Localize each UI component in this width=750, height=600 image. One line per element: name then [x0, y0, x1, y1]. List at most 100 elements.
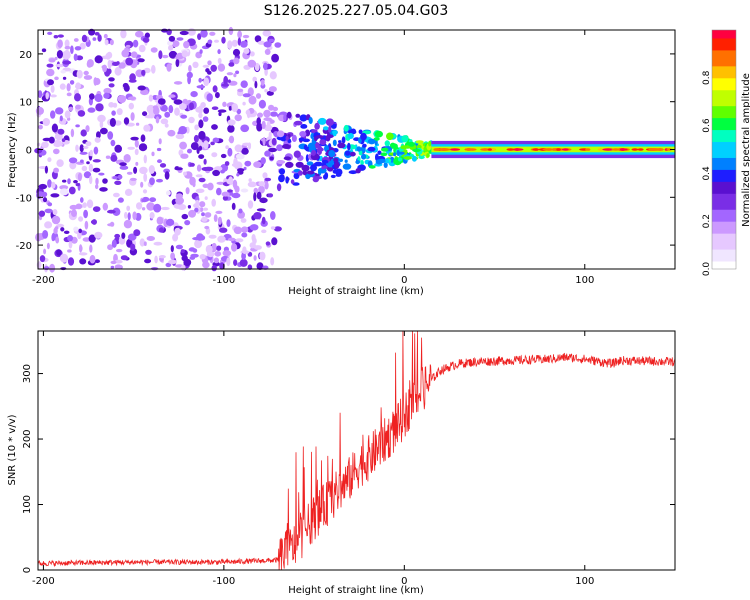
snr-ytick-label: 300: [22, 364, 33, 383]
spectrogram-cell: [261, 216, 266, 225]
spectrogram-cell: [264, 177, 272, 182]
spectrogram-cell: [67, 249, 72, 253]
spectrogram-cell: [203, 77, 210, 86]
spectrogram-cell: [306, 170, 315, 175]
spectrogram-cell: [60, 69, 66, 74]
spectrogram-cell: [321, 159, 329, 164]
spectrogram-cell: [93, 77, 101, 86]
spectrogram-cell: [93, 146, 99, 155]
spectrogram-cell: [100, 127, 108, 135]
spectrogram-cell: [400, 145, 408, 150]
colorbar-cell: [712, 217, 736, 222]
spectrogram-cell: [159, 163, 167, 168]
spectrogram-cell: [95, 103, 104, 112]
spectrogram-cell: [272, 106, 279, 112]
spectrogram-cell: [75, 104, 81, 110]
spectrogram-cell: [117, 197, 124, 203]
spectrogram-cell: [222, 250, 232, 257]
spectrogram-cell: [77, 110, 86, 117]
spectrogram-peak: [438, 148, 451, 151]
spectrogram-cell: [180, 249, 185, 254]
spectrogram-cell: [127, 146, 135, 150]
spectrogram-cell: [317, 145, 322, 152]
spectrogram-cell: [202, 207, 209, 211]
spectrogram-cell: [398, 151, 405, 155]
colorbar-cell: [712, 121, 736, 127]
spectrogram-cell: [187, 205, 191, 209]
spectrogram-cell: [268, 131, 272, 139]
spectrogram-cell: [102, 202, 109, 211]
spectrogram-cell: [221, 83, 230, 87]
spectrogram-cell: [189, 162, 195, 167]
spectrogram-cell: [107, 59, 112, 69]
spectrogram-cell: [247, 181, 257, 188]
spectrogram-cell: [212, 85, 218, 93]
spectrogram-cell: [155, 116, 160, 124]
spectrogram-cell: [226, 178, 233, 185]
spectrogram-cell: [231, 103, 239, 113]
spectrogram-cell: [116, 248, 123, 253]
spectrogram-cell: [266, 120, 271, 130]
spectrogram-cell: [196, 164, 202, 172]
spectrogram-cell: [338, 140, 342, 144]
spectrogram-cell: [125, 44, 131, 48]
snr-xlabel: Height of straight line (km): [288, 585, 424, 596]
spectrogram-cell: [53, 148, 60, 155]
spectrogram-cell: [130, 112, 135, 121]
spectrogram-cell: [426, 153, 430, 158]
spectrogram-cell: [235, 70, 240, 75]
spectrogram-cell: [81, 34, 88, 43]
spectrogram-cell: [173, 99, 183, 105]
spectrogram-cell: [267, 193, 274, 198]
spectrogram-cell: [344, 159, 348, 163]
spectrogram-cell: [217, 235, 226, 243]
spectrogram-cell: [35, 106, 45, 115]
spectrogram-cell: [292, 182, 300, 186]
colorbar-cell: [712, 137, 736, 143]
spectrogram-cell: [211, 264, 217, 272]
spectrogram-cell: [220, 153, 227, 159]
spectrogram-cell: [215, 210, 223, 214]
spectrogram-cell: [56, 159, 64, 168]
spectrogram-cell: [125, 57, 134, 66]
spectrogram-cell: [41, 141, 49, 148]
spectrogram-cell: [291, 134, 297, 142]
spectrogram-cell: [378, 158, 386, 164]
spectrogram-cell: [157, 159, 162, 164]
spectrogram-cell: [273, 226, 282, 232]
spectrogram-cell: [83, 209, 88, 219]
spectrogram-cell: [102, 64, 107, 73]
spectrogram-cell: [235, 153, 245, 160]
spectrogram-cell: [211, 198, 216, 207]
spectrogram-cell: [130, 136, 139, 141]
colorbar-cell: [712, 225, 736, 230]
spectrogram-cell: [42, 197, 48, 203]
spectrogram-cell: [53, 167, 59, 174]
spectrogram-cell: [167, 40, 174, 46]
spectrogram-cell: [256, 191, 262, 200]
spectrogram-cell: [110, 154, 118, 162]
spectrogram-cell: [45, 92, 49, 100]
spectrogram-cell: [216, 245, 222, 251]
spectrogram-cell: [164, 111, 171, 118]
spectrogram-cell: [79, 258, 87, 265]
spectrogram-cell: [233, 259, 238, 266]
spectrogram-cell: [108, 83, 115, 88]
spectrogram-xtick-label: 0: [401, 275, 407, 286]
spectrogram-cell: [63, 49, 71, 58]
colorbar-cell: [712, 233, 736, 238]
spectrogram-cell: [401, 135, 409, 143]
spectrogram-cell: [154, 255, 158, 264]
spectrogram-cell: [43, 248, 47, 255]
spectrogram-cell: [95, 184, 99, 190]
spectrogram-cell: [111, 110, 116, 116]
spectrogram-cell: [203, 158, 207, 165]
spectrogram-cell: [232, 48, 241, 57]
colorbar-cell: [712, 73, 736, 79]
spectrogram-cell: [224, 161, 230, 166]
spectrogram-cell: [217, 63, 226, 72]
spectrogram-cell: [157, 98, 166, 105]
spectrogram-cell: [44, 208, 53, 214]
spectrogram-cell: [127, 233, 137, 241]
